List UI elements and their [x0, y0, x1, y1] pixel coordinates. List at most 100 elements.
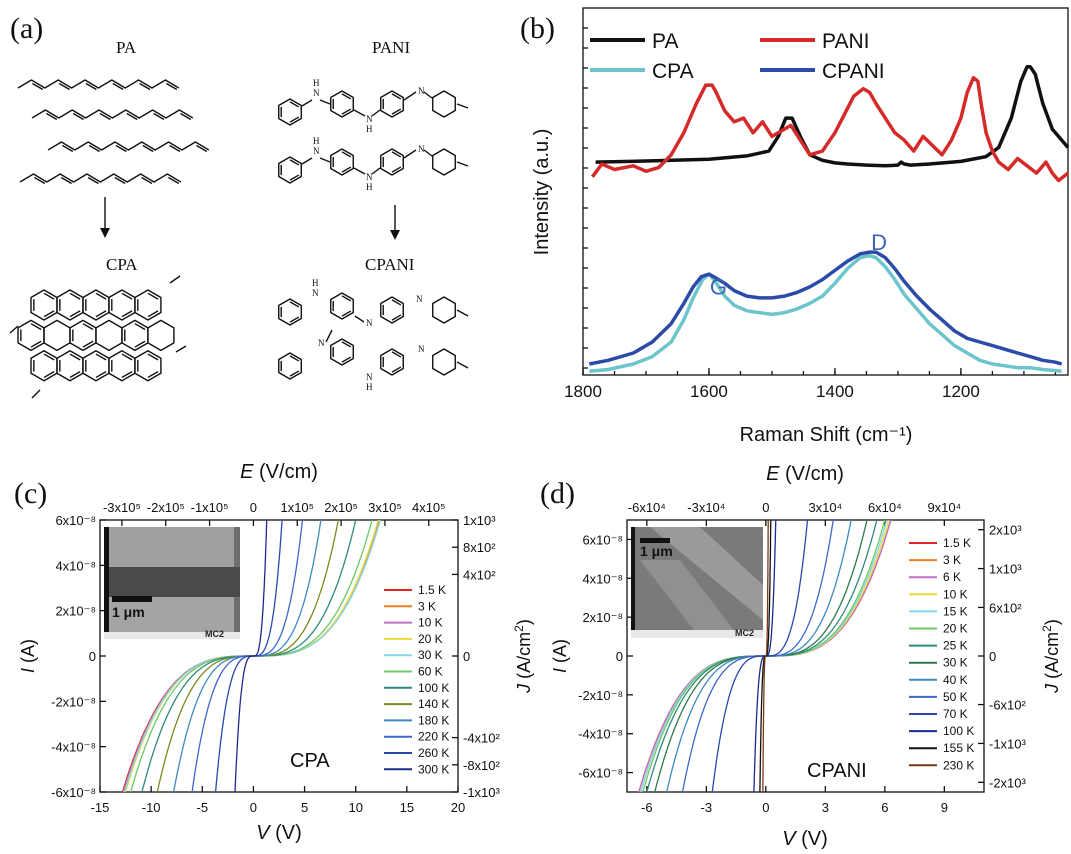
legend-label: 1.5 K: [418, 583, 446, 597]
legend-label: 30 K: [418, 648, 443, 662]
scale-bar-label: 1 μm: [112, 604, 145, 620]
svg-text:H: H: [366, 124, 373, 134]
svg-text:N: N: [313, 146, 320, 156]
svg-text:H: H: [312, 278, 319, 288]
mc2-logo: MC2: [735, 628, 754, 638]
legend-label: 100 K: [418, 681, 449, 695]
panel-d-legend: 1.5 K 3 K 6 K 10 K 15 K 20 K 25 K 30 K 40 K 50 K 7…: [909, 536, 974, 772]
panel-d-sem-inset: 1 μm MC2: [631, 527, 763, 638]
x-tick-label: 1400: [816, 382, 854, 401]
x-tick-label: -10: [142, 800, 161, 815]
x-tick-label: 1800: [564, 382, 602, 401]
top-tick-label: -3x10⁴: [687, 500, 725, 515]
y-tick-label: 0: [89, 649, 96, 664]
legend-label: 230 K: [943, 758, 974, 772]
svg-text:N: N: [418, 86, 425, 96]
right-tick-label: -1x10³: [989, 736, 1027, 751]
top-tick-label: -6x10⁴: [628, 500, 666, 515]
cpani-title: CPANI: [365, 255, 415, 274]
reaction-arrows: [100, 197, 400, 240]
top-tick-label: 1x10⁵: [280, 500, 314, 515]
panel-d: (d) -6 -3 0 3 6 9 -6x10⁻⁸ -4x10⁻⁸ -2x10⁻⁸ 0 2x10⁻⁸…: [540, 463, 1062, 850]
x-tick-label: -15: [91, 800, 110, 815]
svg-text:N: N: [416, 294, 423, 304]
top-tick-label: 6x10⁴: [868, 500, 902, 515]
x-tick-label: 6: [881, 800, 888, 815]
right-tick-label: 6x10²: [989, 600, 1022, 615]
top-tick-label: -2x10⁵: [147, 500, 185, 515]
legend-label: 10 K: [943, 587, 968, 601]
panel-a-label: (a): [10, 12, 43, 45]
y-tick-label: -4x10⁻⁸: [578, 727, 623, 742]
arrow-head-pa: [100, 228, 110, 238]
sem-electrode-top: [104, 527, 234, 567]
panel-b-ticks: 1800 1600 1400 1200: [564, 27, 1057, 401]
svg-text:N: N: [418, 344, 425, 354]
svg-text:N: N: [366, 172, 373, 182]
scale-bar-label: 1 μm: [640, 543, 673, 559]
right-tick-label: 8x10²: [463, 540, 496, 555]
panel-c-ylabel: I (A): [18, 639, 38, 673]
peak-label: G: [710, 274, 727, 299]
y-tick-label: -4x10⁻⁸: [51, 740, 96, 755]
top-tick-label: 0: [250, 500, 257, 515]
svg-text:N: N: [366, 372, 373, 382]
pa-chains: [17, 79, 210, 185]
panel-c-label: (c): [14, 477, 47, 510]
svg-text:H: H: [313, 78, 320, 88]
y-tick-label: -6x10⁻⁸: [51, 785, 96, 800]
y-tick-label: 6x10⁻⁸: [55, 513, 96, 528]
svg-text:H: H: [313, 136, 320, 146]
arrow-head-pani: [390, 230, 400, 240]
svg-text:N: N: [366, 318, 373, 328]
panel-c-series: [121, 519, 381, 793]
legend-label: 20 K: [943, 622, 968, 636]
panel-d-label: (d): [540, 477, 575, 510]
legend-label: 300 K: [418, 762, 449, 776]
x-tick-label: 15: [400, 800, 414, 815]
pa-chain: [47, 141, 210, 153]
legend-label: 40 K: [943, 673, 968, 687]
legend-label: CPANI: [822, 60, 885, 83]
right-tick-label: 1x10³: [989, 562, 1022, 577]
top-tick-label: 4x10⁵: [412, 500, 446, 515]
panel-b-ylabel: Intensity (a.u.): [531, 129, 553, 256]
legend-label: 260 K: [418, 746, 449, 760]
panel-b-xlabel: Raman Shift (cm⁻¹): [740, 424, 913, 446]
y-tick-label: 6x10⁻⁸: [582, 532, 623, 547]
legend-label: 20 K: [418, 632, 443, 646]
right-tick-label: 0: [463, 649, 470, 664]
x-tick-label: 3: [822, 800, 829, 815]
x-tick-label: 9: [941, 800, 948, 815]
top-tick-label: 2x10⁵: [324, 500, 358, 515]
right-tick-label: -6x10²: [989, 698, 1027, 713]
panel-c-title: CPA: [290, 750, 330, 772]
panel-c: (c) -15 -10 -5 0 5 10 15 20 -6x10⁻⁸ -4x10⁻⁸ -2x10⁻…: [14, 461, 534, 844]
pa-chain: [19, 173, 182, 185]
right-tick-label: 4x10²: [463, 567, 496, 582]
panel-d-xlabel: V (V): [782, 828, 828, 850]
panel-d-right-label: J (A/cm2): [1040, 619, 1062, 694]
panel-c-ticks: -15 -10 -5 0 5 10 15 20 -6x10⁻⁸ -4x10⁻⁸ -2x10⁻⁸ 0 2x…: [51, 500, 500, 815]
panel-d-title: CPANI: [807, 760, 867, 782]
sem-wire-1: [650, 527, 763, 620]
legend-label: 140 K: [418, 697, 449, 711]
panel-d-series: [638, 519, 892, 793]
top-tick-label: 3x10⁴: [808, 500, 842, 515]
pani-title: PANI: [372, 38, 410, 57]
right-tick-label: 0: [989, 649, 996, 664]
right-tick-label: -8x10²: [463, 758, 501, 773]
right-tick-label: 2x10³: [989, 523, 1022, 538]
y-tick-label: 2x10⁻⁸: [582, 610, 623, 625]
mc2-logo: MC2: [205, 629, 224, 639]
legend-label: 15 K: [943, 604, 968, 618]
svg-text:H: H: [366, 382, 373, 392]
y-tick-label: -2x10⁻⁸: [578, 688, 623, 703]
right-tick-label: -4x10²: [463, 731, 501, 746]
legend-label: 70 K: [943, 707, 968, 721]
